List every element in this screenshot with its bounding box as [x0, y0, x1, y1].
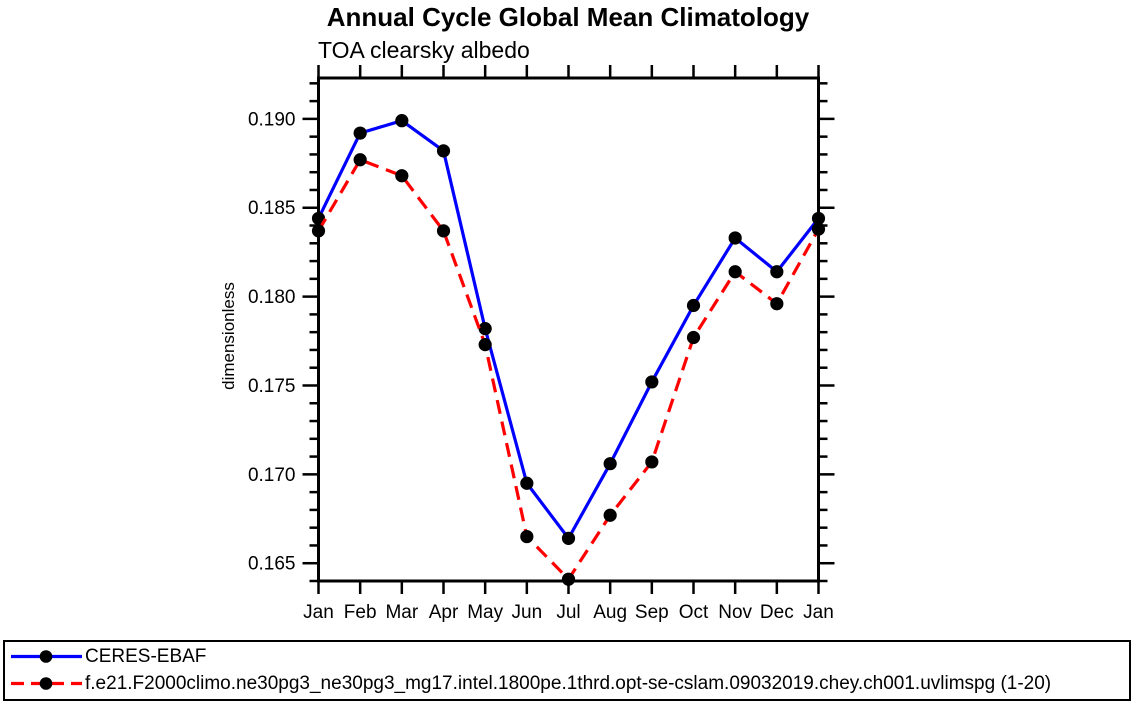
x-tick-label: Apr [429, 602, 459, 623]
legend-marker-dot-icon [39, 650, 53, 663]
legend-label-model: f.e21.F2000climo.ne30pg3_ne30pg3_mg17.in… [85, 672, 1052, 694]
legend-box: CERES-EBAF f.e21.F2000climo.ne30pg3_ne30… [3, 640, 1131, 701]
y-tick-label: 0.175 [248, 376, 296, 397]
data-point-marker [561, 572, 576, 586]
chart-title: Annual Cycle Global Mean Climatology [327, 2, 810, 32]
data-point-marker [728, 265, 742, 279]
x-tick-label: Nov [718, 602, 752, 623]
data-point-marker [311, 224, 326, 238]
x-tick-label: Aug [593, 602, 627, 623]
data-point-marker [311, 211, 326, 226]
y-tick-label: 0.190 [248, 109, 296, 130]
data-point-marker [728, 231, 742, 245]
x-tick-label: Jan [303, 602, 334, 623]
data-point-marker [686, 298, 701, 313]
x-tick-label: May [467, 602, 503, 623]
data-point-marker [645, 375, 659, 389]
data-point-marker [520, 476, 534, 490]
data-point-marker [770, 297, 784, 311]
data-point-marker [645, 455, 659, 469]
data-point-marker [353, 126, 367, 140]
data-point-marker [603, 508, 617, 522]
plot-border [317, 76, 820, 583]
legend-line-sample-dashed [11, 677, 82, 690]
y-tick-label: 0.180 [248, 287, 296, 308]
data-point-marker [811, 222, 826, 236]
y-tick-label: 0.165 [248, 554, 296, 575]
legend-item-ceres: CERES-EBAF [5, 643, 1129, 670]
data-point-marker [520, 529, 534, 544]
legend-item-model: f.e21.F2000climo.ne30pg3_ne30pg3_mg17.in… [5, 670, 1129, 697]
data-series [311, 114, 826, 586]
data-point-marker [811, 211, 826, 226]
data-point-marker [561, 531, 576, 545]
data-point-marker [478, 338, 492, 352]
x-tick-label: Jul [556, 602, 580, 623]
data-point-marker [436, 144, 451, 158]
x-tick-label: Dec [760, 602, 794, 623]
legend-marker-dot-icon [39, 677, 53, 690]
chart-subtitle: TOA clearsky albedo [318, 37, 530, 63]
data-point-marker [395, 169, 409, 183]
x-tick-label: Jan [803, 602, 834, 623]
y-axis-label: dimensionless [219, 282, 238, 390]
data-point-marker [478, 322, 492, 336]
series-line-0 [317, 118, 820, 542]
y-tick-label: 0.185 [248, 198, 296, 219]
x-tick-label: Oct [679, 602, 709, 623]
data-point-marker [686, 330, 701, 345]
data-point-marker [770, 265, 784, 279]
x-tick-label: Jun [512, 602, 543, 623]
x-tick-label: Mar [385, 602, 418, 623]
x-tick-label: Sep [635, 602, 669, 623]
data-point-marker [436, 224, 451, 238]
y-tick-label: 0.170 [248, 465, 296, 486]
data-point-marker [395, 114, 409, 128]
axis-ticks: 0.165 0.170 0.175 0.180 0.185 0.190 Jan Feb Mar A… [248, 65, 835, 623]
series-line-1 [317, 157, 820, 582]
data-point-marker [603, 457, 617, 471]
legend-label-ceres: CERES-EBAF [85, 645, 207, 667]
x-tick-label: Feb [344, 602, 377, 623]
data-point-marker [353, 153, 367, 167]
legend-line-sample-solid [11, 650, 82, 663]
